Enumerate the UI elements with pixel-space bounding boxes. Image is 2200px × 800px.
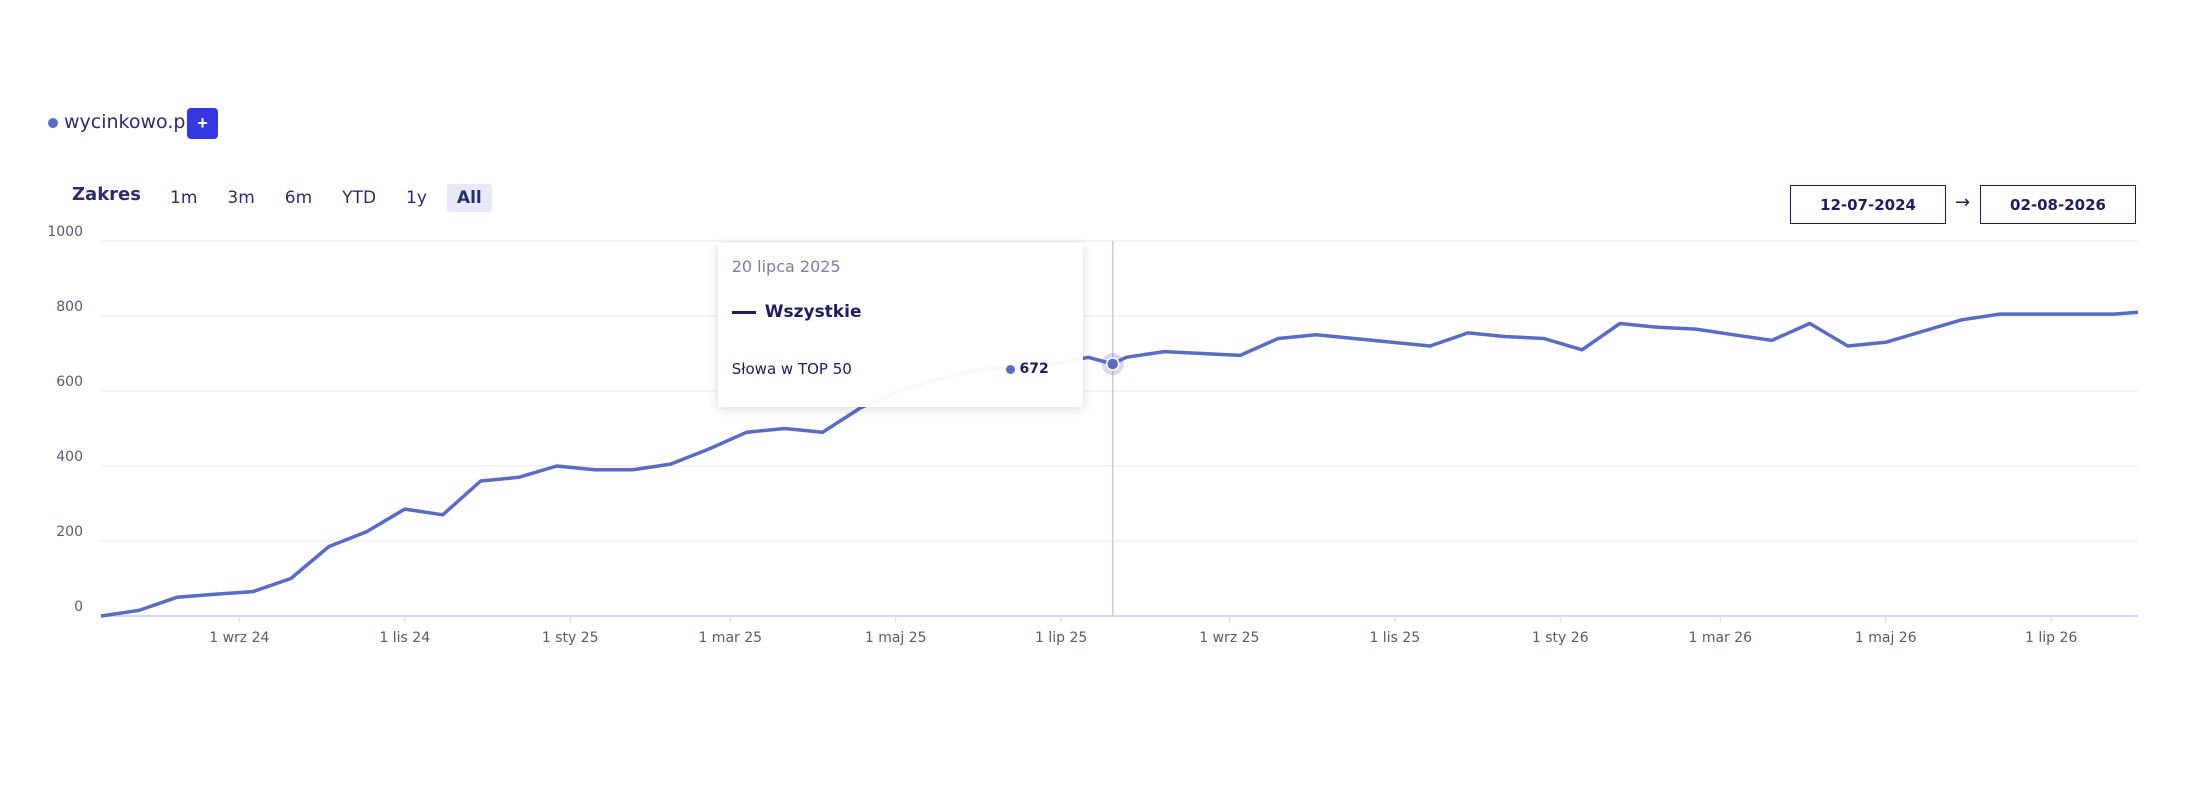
series-line xyxy=(100,310,2139,618)
range-options: 1m 3m 6m YTD 1y All xyxy=(160,184,492,212)
add-button[interactable]: + xyxy=(187,108,218,139)
legend-label: wycinkowo.pl xyxy=(64,111,191,133)
x-tick-label: 1 maj 25 xyxy=(865,630,927,646)
x-tick-label: 1 mar 25 xyxy=(698,630,762,646)
tooltip-value-text: 672 xyxy=(1019,361,1049,377)
tooltip-value: 672 xyxy=(1006,360,1049,378)
range-option[interactable]: 1y xyxy=(396,184,437,212)
tooltip: 20 lipca 2025 Wszystkie Słowa w TOP 50 6… xyxy=(717,243,1083,407)
tooltip-date: 20 lipca 2025 xyxy=(731,257,841,276)
range-option[interactable]: 1m xyxy=(160,184,207,212)
x-tick-label: 1 wrz 24 xyxy=(209,630,269,646)
x-tick-label: 1 sty 25 xyxy=(542,630,599,646)
range-option[interactable]: YTD xyxy=(332,184,386,212)
x-tick-label: 1 lip 25 xyxy=(1035,630,1087,646)
y-tick-label: 800 xyxy=(56,299,83,315)
x-tick-label: 1 mar 26 xyxy=(1688,630,1752,646)
date-arrow: → xyxy=(1955,192,1971,213)
y-tick-label: 600 xyxy=(56,374,83,390)
tooltip-series-label: Wszystkie xyxy=(764,302,862,322)
x-tick-label: 1 sty 26 xyxy=(1532,630,1589,646)
x-tick-label: 1 lip 26 xyxy=(2025,630,2077,646)
date-to[interactable]: 02-08-2026 xyxy=(1980,185,2136,224)
x-tick-label: 1 wrz 25 xyxy=(1199,630,1259,646)
range-option[interactable]: 3m xyxy=(217,184,264,212)
range-option[interactable]: 6m xyxy=(275,184,322,212)
hover-point xyxy=(1105,357,1120,371)
x-tick-label: 1 maj 26 xyxy=(1855,630,1917,646)
y-tick-label: 1000 xyxy=(47,224,83,240)
tooltip-series: Wszystkie xyxy=(731,302,1069,322)
y-tick-label: 0 xyxy=(74,599,83,615)
range-option[interactable]: All xyxy=(446,184,492,212)
x-tick-label: 1 lis 24 xyxy=(379,630,430,646)
y-tick-label: 200 xyxy=(56,524,83,540)
range-label: Zakres xyxy=(72,184,141,205)
legend-dot xyxy=(48,118,58,128)
tooltip-metric: Słowa w TOP 50 xyxy=(731,360,852,378)
date-from[interactable]: 12-07-2024 xyxy=(1790,185,1946,224)
tooltip-row: Słowa w TOP 50 672 xyxy=(732,360,1069,378)
y-tick-label: 400 xyxy=(56,449,83,465)
x-tick-label: 1 lis 25 xyxy=(1369,630,1420,646)
